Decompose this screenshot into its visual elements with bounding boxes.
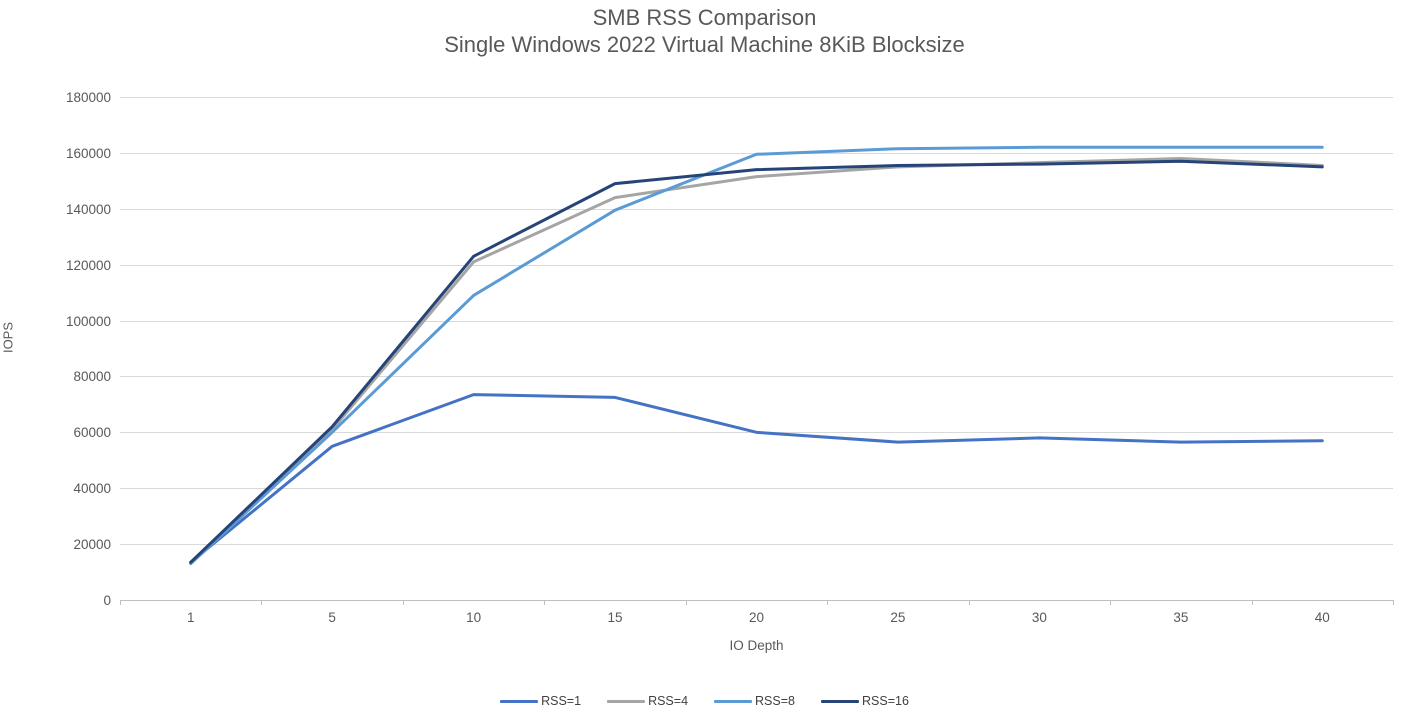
y-tick-label: 160000 — [66, 146, 111, 161]
legend-item-rss1: RSS=1 — [500, 694, 581, 708]
x-axis-title: IO Depth — [729, 638, 784, 653]
legend-label: RSS=16 — [862, 694, 909, 708]
legend-line-swatch — [500, 699, 539, 703]
y-tick-label: 0 — [103, 593, 111, 608]
legend-item-rss4: RSS=4 — [607, 694, 688, 708]
y-tick-label: 40000 — [73, 481, 111, 496]
x-tick-label: 1 — [187, 610, 195, 625]
x-tick-label: 25 — [890, 610, 905, 625]
series-line-rss4 — [189, 156, 1324, 564]
legend-line-swatch — [714, 699, 753, 703]
chart-title-line2: Single Windows 2022 Virtual Machine 8KiB… — [444, 32, 965, 57]
x-tick-label: 30 — [1032, 610, 1047, 625]
x-tick-label: 40 — [1315, 610, 1330, 625]
y-tick-label: 120000 — [66, 258, 111, 273]
y-tick-label: 60000 — [73, 425, 111, 440]
legend-line-swatch — [821, 699, 859, 703]
legend: RSS=1 RSS=4 RSS=8 RSS=16 — [0, 694, 1409, 708]
y-axis-title: IOPS — [0, 321, 16, 354]
chart-title: SMB RSS Comparison Single Windows 2022 V… — [0, 4, 1409, 58]
series-line-rss1 — [189, 393, 1324, 564]
x-tick-label: 5 — [328, 610, 336, 625]
legend-line-swatch — [607, 699, 646, 703]
y-tick-label: 80000 — [73, 369, 111, 384]
chart-title-line1: SMB RSS Comparison — [592, 5, 817, 30]
x-tick-label: 20 — [749, 610, 764, 625]
y-tick-label: 180000 — [66, 90, 111, 105]
y-tick-label: 100000 — [66, 314, 111, 329]
series-line-rss8 — [189, 145, 1324, 566]
y-tick-label: 20000 — [73, 537, 111, 552]
x-tick-label: 35 — [1173, 610, 1188, 625]
x-tick-label: 10 — [466, 610, 481, 625]
legend-label: RSS=8 — [755, 694, 795, 708]
legend-item-rss16: RSS=16 — [821, 694, 909, 708]
legend-label: RSS=1 — [541, 694, 582, 708]
y-tick-label: 140000 — [66, 202, 111, 217]
x-tick-label: 15 — [608, 610, 623, 625]
legend-item-rss8: RSS=8 — [714, 694, 795, 708]
series-line-rss16 — [189, 159, 1324, 564]
legend-label: RSS=4 — [648, 694, 689, 708]
